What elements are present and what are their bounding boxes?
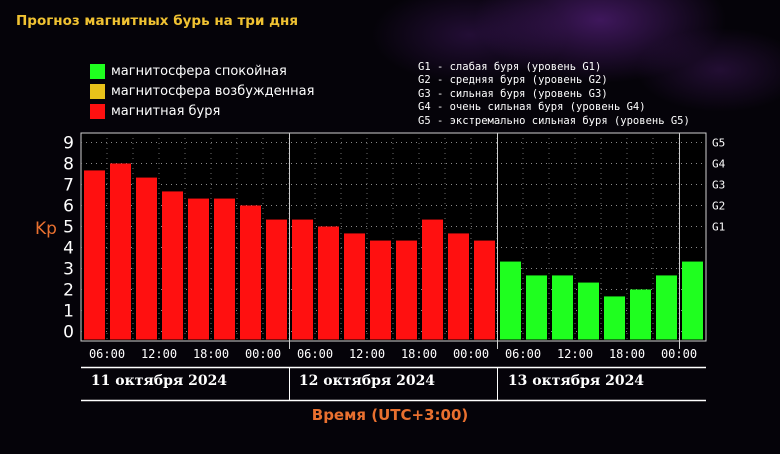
page-title: Прогноз магнитных бурь на три дня — [16, 13, 298, 29]
kp-bar — [604, 296, 625, 340]
legend-item-excited: магнитосфера возбужденная — [90, 81, 314, 101]
kp-bar — [448, 233, 469, 340]
x-tick-label: 12:00 — [349, 347, 385, 361]
y-tick-label: 9 — [63, 134, 74, 154]
kp-bar — [474, 240, 495, 340]
kp-bar — [318, 226, 339, 340]
kp-bar — [682, 261, 703, 340]
y-axis-label: Kp — [35, 219, 57, 239]
kp-bar — [344, 233, 365, 340]
kp-bar — [110, 163, 131, 340]
x-tick-label: 18:00 — [609, 347, 645, 361]
x-tick-label: 12:00 — [141, 347, 177, 361]
kp-bar — [552, 275, 573, 340]
g-scale-item-g3: G3 - сильная буря (уровень G3) — [418, 87, 608, 100]
day-label-3: 13 октября 2024 — [507, 373, 645, 389]
x-tick-label: 00:00 — [661, 347, 697, 361]
plot-area — [80, 132, 707, 342]
x-tick-label: 18:00 — [193, 347, 229, 361]
g-tick-label: G3 — [712, 179, 725, 192]
y-tick-label: 5 — [63, 218, 74, 238]
x-tick-label: 06:00 — [505, 347, 541, 361]
kp-bar — [422, 219, 443, 340]
y-tick-label: 6 — [63, 197, 74, 217]
kp-bar — [162, 191, 183, 340]
kp-bar — [266, 219, 287, 340]
x-tick-label: 00:00 — [245, 347, 281, 361]
g-tick-label: G2 — [712, 200, 725, 213]
x-tick-label: 00:00 — [453, 347, 489, 361]
y-tick-label: 1 — [63, 302, 74, 322]
kp-bar — [84, 170, 105, 340]
legend-swatch-quiet — [90, 63, 105, 79]
g-scale-legend: G1 - слабая буря (уровень G1) G2 - средн… — [418, 61, 690, 128]
time-axis-caption: Время (UTC+3:00) — [311, 406, 469, 424]
g-tick-label: G4 — [712, 158, 726, 171]
y-tick-label: 7 — [63, 176, 74, 196]
kp-bar — [500, 261, 521, 340]
kp-bar — [370, 240, 391, 340]
day-label-1: 11 октября 2024 — [90, 373, 228, 389]
legend-label-quiet: магнитосфера спокойная — [111, 63, 287, 79]
kp-bar — [214, 198, 235, 340]
g-tick-label: G5 — [712, 137, 725, 150]
g-scale-item-g5: G5 - экстремально сильная буря (уровень … — [418, 114, 690, 127]
legend-label-excited: магнитосфера возбужденная — [111, 83, 315, 99]
legend-label-storm: магнитная буря — [111, 103, 221, 119]
kp-bar — [396, 240, 417, 340]
kp-bar — [526, 275, 547, 340]
legend-item-quiet: магнитосфера спокойная — [90, 61, 314, 81]
g-scale-item-g2: G2 - средняя буря (уровень G2) — [418, 74, 608, 87]
kp-bar — [188, 198, 209, 340]
kp-bar — [240, 205, 261, 340]
day-label-2: 12 октября 2024 — [298, 373, 436, 389]
legend-swatch-excited — [90, 83, 105, 99]
x-tick-label: 06:00 — [89, 347, 125, 361]
y-tick-label: 0 — [63, 323, 74, 343]
g-scale-item-g1: G1 - слабая буря (уровень G1) — [418, 61, 602, 73]
color-legend: магнитосфера спокойная магнитосфера возб… — [90, 61, 314, 121]
y-tick-label: 3 — [63, 260, 74, 280]
g-scale-item-g4: G4 - очень сильная буря (уровень G4) — [418, 101, 646, 114]
x-tick-label: 18:00 — [401, 347, 437, 361]
y-tick-label: 2 — [63, 281, 74, 301]
x-tick-label: 06:00 — [297, 347, 333, 361]
kp-bar — [578, 282, 599, 340]
g-tick-label: G1 — [712, 221, 725, 234]
x-tick-label: 12:00 — [557, 347, 593, 361]
legend-item-storm: магнитная буря — [90, 101, 314, 121]
y-tick-label: 8 — [63, 155, 74, 175]
kp-bar — [136, 177, 157, 340]
legend-swatch-storm — [90, 103, 105, 119]
kp-bar — [630, 289, 651, 340]
y-tick-label: 4 — [63, 239, 74, 259]
kp-bar — [656, 275, 677, 340]
kp-bar — [292, 219, 313, 340]
